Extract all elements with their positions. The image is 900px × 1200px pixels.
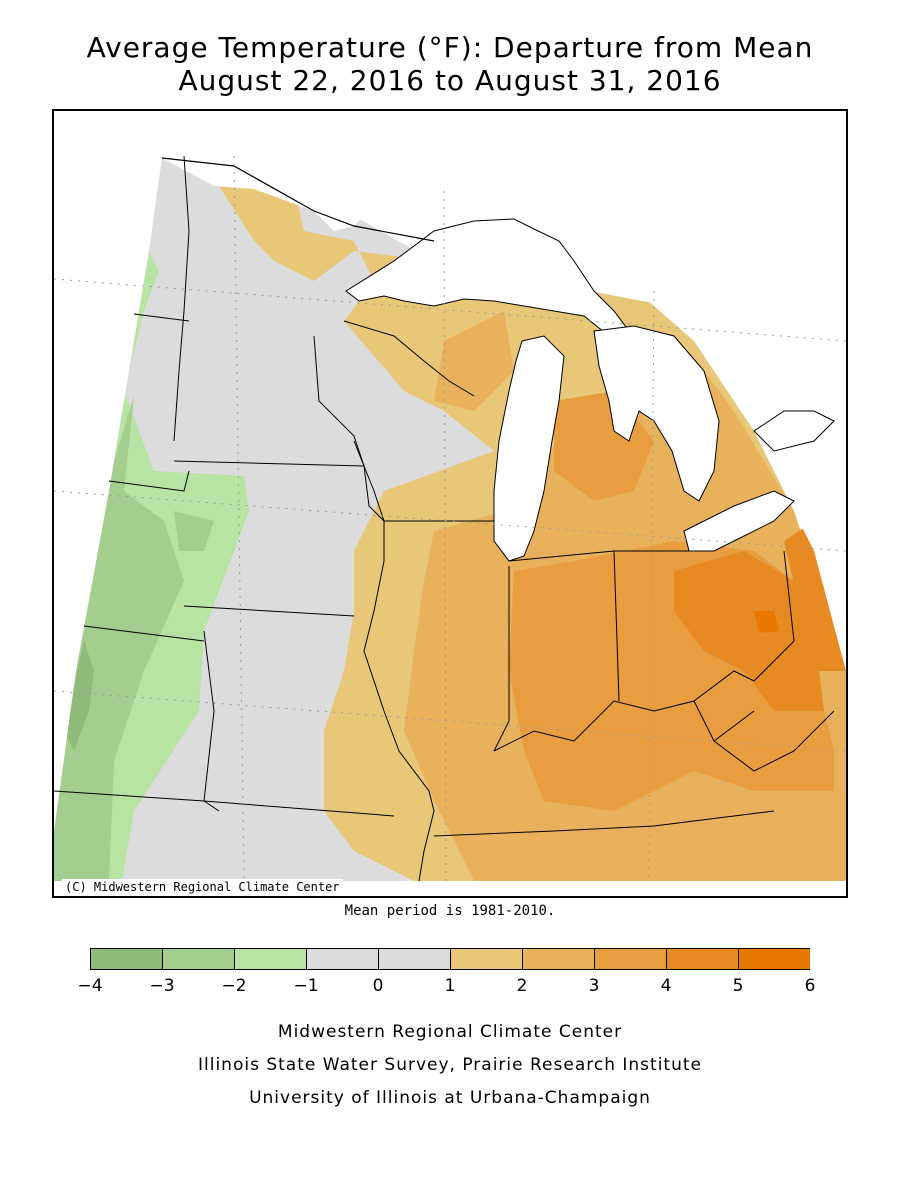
border-oh-pa [783,550,795,642]
legend-tick-label: 5 [732,976,744,996]
border-nd-sd [133,313,190,322]
border-mo-ar [203,800,395,817]
border-wi-mi [343,320,475,397]
legend-tick-label: 0 [372,976,384,996]
graticule [54,155,846,882]
region-warm-2b [434,311,514,411]
map-domain-outline [161,157,435,242]
border-ky-tn [433,810,775,837]
legend-bin [306,948,379,970]
legend-bar [90,948,810,970]
map-title-line-1: Average Temperature (°F): Departure from… [86,31,814,64]
legend-tick-label: 3 [588,976,600,996]
region-cool-2 [54,396,184,881]
outside-domain-north [54,111,846,511]
temperature-departure-map [54,111,846,896]
outside-domain-east [794,511,846,671]
border-nd-mn [173,155,190,442]
legend-tick-label: 2 [516,976,528,996]
credit-line-3: University of Illinois at Urbana-Champai… [249,1088,651,1108]
legend-tick-label: 4 [660,976,672,996]
legend-tick-label: −1 [293,976,319,996]
region-warm-5 [754,611,779,633]
legend-bin [378,948,451,970]
legend-bin [90,948,163,970]
border-in-oh [613,550,620,702]
legend-tick-label: −3 [149,976,175,996]
legend-bin [162,948,235,970]
color-legend [90,948,810,970]
border-wv-va [713,710,835,772]
outside-domain-west [54,111,162,831]
map-title-line-2: August 22, 2016 to August 31, 2016 [178,64,722,97]
legend-tick-label: −4 [77,976,103,996]
lake-erie [683,490,795,552]
legend-bin [522,948,595,970]
legend-tick-labels: −4 −3 −2 −1 0 1 2 3 4 5 6 [77,976,815,998]
legend-bin [666,948,739,970]
border-ia-mo [183,605,355,617]
legend-bin [234,948,307,970]
border-ne-ks [83,625,205,642]
border-mn-wi [313,335,385,522]
border-mn-ia [173,460,365,467]
lake-huron [593,325,720,502]
legend-bin [738,948,810,970]
credit-line-1: Midwestern Regional Climate Center [277,1022,623,1042]
region-warm-4 [674,551,824,711]
legend-bin [594,948,667,970]
lake-ontario [753,410,835,452]
copyright-label: (C) Midwestern Regional Climate Center [62,879,343,895]
graticule-line [233,155,245,882]
mean-period-note: Mean period is 1981-2010. [344,903,556,919]
legend-tick-label: 1 [444,976,456,996]
graticule-line [443,190,447,882]
credit-line-2: Illinois State Water Survey, Prairie Res… [198,1055,702,1075]
legend-tick-label: −2 [221,976,247,996]
legend-tick-label: 6 [804,976,816,996]
border-ky-wv [693,700,755,742]
border-mi-in-oh [508,550,694,562]
legend-bin [450,948,523,970]
border-sd-ne [108,470,190,492]
border-il-in [493,566,510,752]
border-mo-ks [203,630,215,802]
region-cool-4 [64,641,94,751]
lake-michigan [493,335,565,562]
region-cool-3 [174,511,214,551]
border-ohio-river [493,640,795,752]
state-borders [54,155,835,882]
map-panel: (C) Midwestern Regional Climate Center [52,109,848,898]
